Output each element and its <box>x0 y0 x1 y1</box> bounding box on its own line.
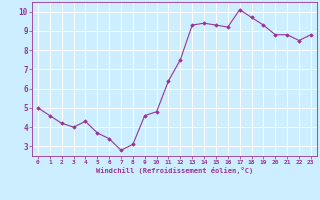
X-axis label: Windchill (Refroidissement éolien,°C): Windchill (Refroidissement éolien,°C) <box>96 167 253 174</box>
